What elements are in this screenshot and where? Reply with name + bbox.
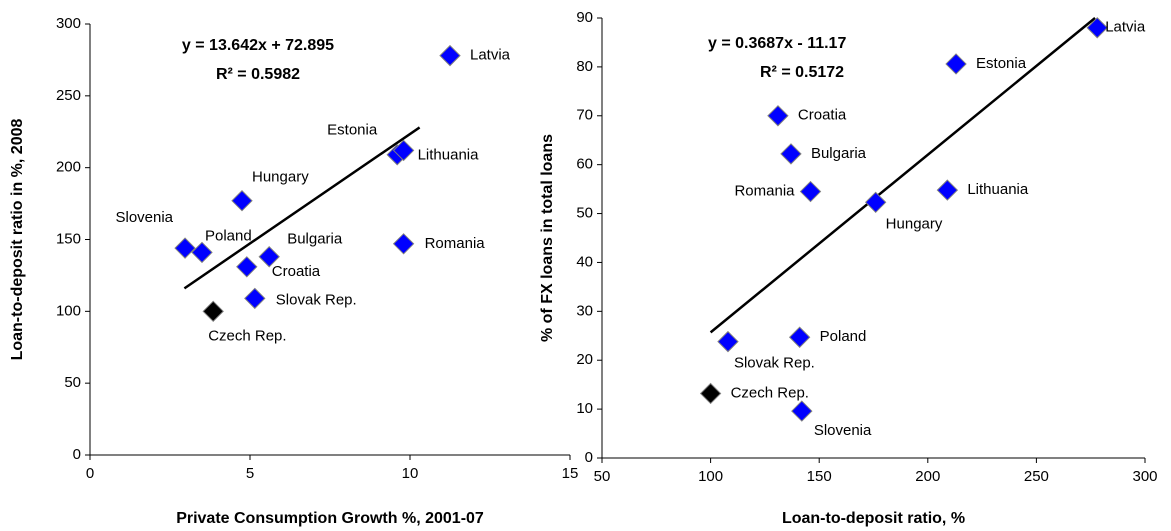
point-label: Hungary	[252, 169, 309, 186]
point	[788, 326, 811, 348]
point	[202, 300, 224, 323]
point-label: Lithuania	[967, 181, 1029, 198]
y-tick-label: 20	[576, 351, 593, 368]
x-tick-label: 150	[807, 468, 832, 485]
x-tick-label: 250	[1024, 468, 1049, 485]
point-label: Slovenia	[814, 422, 872, 439]
point	[392, 139, 415, 162]
chart: 0 50 100 150 200 250 300 0 5 10 15 Private Consumpt…	[9, 15, 578, 527]
x-tick-label: 300	[1132, 468, 1157, 485]
y-tick-label: 70	[576, 107, 593, 124]
point	[799, 180, 822, 203]
y-tick-label: 40	[576, 253, 593, 270]
chart: 0 10 20 30 40 50 60 70 80 90 50 100 150 200 250 300 Loan…	[539, 9, 1157, 527]
trend-equation: y = 0.3687x - 11.17	[708, 35, 846, 52]
y-tick-label: 0	[585, 449, 593, 466]
x-axis-title: Private Consumption Growth %, 2001-07	[176, 510, 484, 527]
point	[791, 400, 813, 422]
point	[864, 191, 887, 214]
trendline	[709, 17, 1096, 334]
y-tick-label: 50	[64, 374, 81, 391]
y-axis-title: % of FX loans in total loans	[539, 134, 556, 342]
x-tick-label: 0	[86, 465, 94, 482]
point-label: Latvia	[1105, 19, 1146, 36]
point	[1086, 17, 1108, 39]
point-label: Romania	[734, 183, 795, 200]
point-label: Czech Rep.	[731, 384, 809, 401]
point	[767, 105, 789, 127]
point	[780, 143, 802, 165]
y-tick-label: 90	[576, 9, 593, 26]
point	[392, 233, 415, 255]
y-axis-title: Loan-to-deposit ratio in %, 2008	[9, 119, 26, 361]
y-tick-label: 80	[576, 58, 593, 75]
y-tick-label: 30	[576, 302, 593, 319]
y-tick-label: 50	[576, 205, 593, 222]
point	[191, 241, 213, 264]
point	[174, 237, 196, 259]
y-tick-label: 300	[56, 15, 81, 32]
point-label: Romania	[425, 235, 486, 252]
point-label: Estonia	[327, 122, 378, 139]
x-axis-title: Loan-to-deposit ratio, %	[782, 510, 965, 527]
point-label: Slovenia	[115, 209, 173, 226]
point	[236, 256, 258, 278]
point	[945, 53, 967, 75]
point-label: Hungary	[886, 215, 943, 232]
y-tick-label: 0	[73, 446, 81, 463]
point-label: Slovak Rep.	[276, 291, 357, 308]
x-tick-label: 200	[915, 468, 940, 485]
point-label: Bulgaria	[811, 145, 867, 162]
point-label: Croatia	[798, 107, 847, 124]
point	[936, 179, 959, 201]
point-label: Poland	[205, 227, 252, 244]
trendline	[183, 126, 421, 290]
point	[717, 330, 739, 353]
point	[231, 190, 253, 212]
x-tick-label: 5	[246, 465, 254, 482]
y-tick-label: 100	[56, 302, 81, 319]
point-label: Bulgaria	[287, 231, 343, 248]
point-label: Poland	[820, 328, 867, 345]
y-tick-label: 60	[576, 156, 593, 173]
point-label: Estonia	[976, 55, 1027, 72]
y-tick-label: 250	[56, 87, 81, 104]
point	[258, 246, 280, 268]
y-tick-label: 10	[576, 400, 593, 417]
point-label: Czech Rep.	[208, 327, 286, 344]
x-tick-label: 100	[698, 468, 723, 485]
point-label: Slovak Rep.	[734, 355, 815, 372]
x-tick-label: 50	[594, 468, 611, 485]
y-tick-label: 150	[56, 230, 81, 247]
y-tick-label: 200	[56, 159, 81, 176]
point	[439, 44, 461, 67]
point	[699, 382, 722, 405]
r-squared: R² = 0.5982	[216, 66, 300, 83]
r-squared: R² = 0.5172	[760, 64, 844, 81]
point	[244, 287, 266, 310]
point-label: Croatia	[272, 263, 321, 280]
point-label: Latvia	[470, 47, 511, 64]
x-tick-label: 15	[562, 465, 579, 482]
point-label: Lithuania	[418, 146, 480, 163]
x-tick-label: 10	[402, 465, 419, 482]
trend-equation: y = 13.642x + 72.895	[182, 37, 334, 54]
